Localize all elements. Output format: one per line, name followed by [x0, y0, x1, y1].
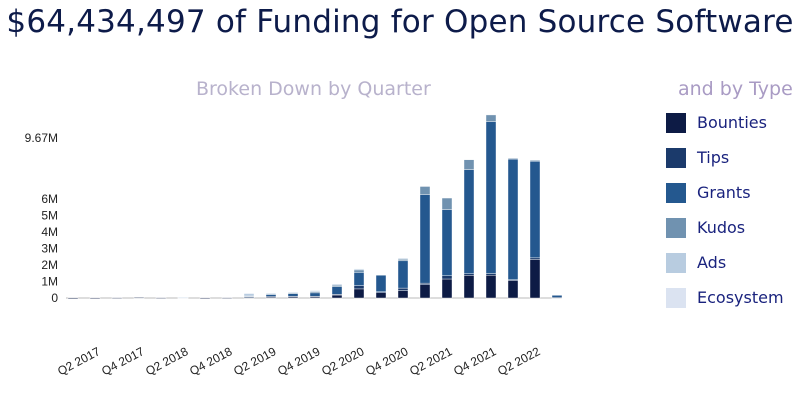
chart-subtitle: Broken Down by Quarter — [196, 78, 431, 100]
bar-segment-bounties-q2-2021 — [441, 278, 453, 299]
bar-segment-bounties-q1-2021 — [419, 284, 431, 299]
x-tick-label-q4-2017: Q4 2017 — [99, 344, 147, 378]
x-tick-label-q2-2021: Q2 2021 — [407, 344, 455, 378]
bar-segment-kudos-q1-2022 — [507, 158, 519, 160]
y-tick-label-9-67m: 9.67M — [25, 131, 58, 145]
legend-label-ads: Ads — [697, 253, 727, 272]
x-tick-label-q2-2018: Q2 2018 — [143, 344, 191, 378]
y-tick-label-2m: 2M — [41, 258, 58, 272]
bar-segment-bounties-q1-2017 — [67, 297, 79, 299]
x-tick-label-q4-2019: Q4 2019 — [275, 344, 323, 378]
y-tick-label-4m: 4M — [41, 225, 58, 239]
bar-segment-tips-q2-2022 — [529, 257, 541, 260]
bar-segment-grants-q3-2021 — [463, 169, 475, 274]
legend-swatch-grants — [666, 183, 686, 203]
y-axis-ticks: 0 1M 2M 3M 4M 5M 6M 9.67M — [25, 131, 59, 305]
bar-segment-grants-q3-2019 — [287, 293, 299, 297]
bar-segment-ads-q3-2019 — [287, 291, 299, 294]
bar-segment-bounties-q2-2022 — [529, 259, 541, 299]
bar-segment-tips-q2-2020 — [353, 285, 365, 290]
legend-swatch-tips — [666, 148, 686, 168]
bar-segment-bounties-q2-2020 — [353, 288, 365, 299]
bar-segment-grants-q2-2022 — [529, 160, 541, 259]
y-tick-label-5m: 5M — [41, 208, 58, 222]
bar-segment-bounties-q1-2018 — [155, 297, 167, 299]
bar-segment-tips-q1-2021 — [419, 282, 431, 285]
bar-segment-grants-q1-2021 — [419, 194, 431, 284]
y-tick-label-1m: 1M — [41, 274, 58, 288]
bar-segment-bounties-q2-2017 — [89, 297, 101, 299]
bar-segment-kudos-q2-2020 — [353, 269, 365, 273]
legend-label-ecosystem: Ecosystem — [697, 288, 784, 307]
bars-group — [67, 114, 563, 299]
chart-title: $64,434,497 of Funding for Open Source S… — [6, 4, 794, 40]
bar-segment-ads-q4-2020 — [397, 258, 409, 260]
x-tick-label-q2-2017: Q2 2017 — [55, 344, 103, 378]
bar-segment-bounties-q3-2021 — [463, 275, 475, 299]
legend-swatch-bounties — [666, 113, 686, 133]
x-tick-label-q4-2021: Q4 2021 — [451, 344, 499, 378]
bar-segment-ads-q2-2020 — [353, 268, 365, 271]
bar-segment-bounties-q3-2018 — [199, 297, 211, 299]
bar-segment-ads-q2-2018 — [177, 297, 189, 299]
bar-segment-ads-q4-2019 — [309, 290, 321, 292]
bar-segment-tips-q4-2021 — [485, 273, 497, 276]
bar-segment-kudos-q3-2021 — [463, 159, 475, 170]
bar-segment-grants-q4-2019 — [309, 292, 321, 297]
bar-segment-kudos-q1-2020 — [331, 284, 343, 287]
bar-segment-grants-q2-2021 — [441, 209, 453, 276]
x-tick-label-q2-2022: Q2 2022 — [495, 344, 543, 378]
bar-segment-grants-q1-2020 — [331, 286, 343, 295]
bar-segment-tips-q2-2021 — [441, 275, 453, 280]
bar-segment-kudos-q2-2021 — [441, 197, 453, 210]
legend-title: and by Type — [678, 78, 793, 100]
bar-segment-grants-q1-2022 — [507, 158, 519, 280]
bar-segment-kudos-q2-2022 — [529, 160, 541, 162]
bar-segment-bounties-q3-2020 — [375, 292, 387, 299]
bar-segment-kudos-q4-2020 — [397, 258, 409, 262]
bar-segment-tips-q3-2021 — [463, 273, 475, 276]
bar-segment-grants-q3-2020 — [375, 275, 387, 292]
bar-segment-bounties-q1-2022 — [507, 280, 519, 299]
y-tick-label-6m: 6M — [41, 192, 58, 206]
legend-swatch-kudos — [666, 218, 686, 238]
bar-segment-bounties-q4-2021 — [485, 275, 497, 299]
x-tick-label-q4-2018: Q4 2018 — [187, 344, 235, 378]
bar-segment-ads-q1-2019 — [243, 293, 255, 297]
bar-segment-tips-q4-2020 — [397, 287, 409, 291]
bar-segment-kudos-q1-2021 — [419, 186, 431, 195]
y-tick-label-3m: 3M — [41, 241, 58, 255]
bar-segment-bounties-q4-2018 — [221, 297, 233, 299]
x-tick-label-q4-2020: Q4 2020 — [363, 344, 411, 378]
bar-segment-bounties-q4-2017 — [133, 297, 145, 299]
bar-segment-bounties-q1-2020 — [331, 294, 343, 299]
bar-segment-ads-q2-2019 — [265, 292, 277, 295]
bar-segment-grants-q2-2020 — [353, 272, 365, 286]
legend-label-grants: Grants — [697, 183, 751, 202]
legend-swatch-ads — [666, 253, 686, 273]
x-tick-label-q2-2019: Q2 2019 — [231, 344, 279, 378]
bar-segment-grants-q2-2019 — [265, 294, 277, 297]
x-tick-label-q2-2020: Q2 2020 — [319, 344, 367, 378]
legend-label-bounties: Bounties — [697, 113, 767, 132]
legend-swatch-ecosystem — [666, 288, 686, 308]
y-tick-label-0: 0 — [51, 291, 58, 305]
bar-segment-bounties-q4-2020 — [397, 290, 409, 299]
bar-segment-kudos-q4-2021 — [485, 114, 497, 122]
legend-label-kudos: Kudos — [697, 218, 746, 237]
bar-segment-grants-q4-2020 — [397, 260, 409, 289]
bar-segment-grants-q4-2021 — [485, 121, 497, 274]
legend-label-tips: Tips — [697, 148, 730, 167]
bar-segment-grants-q3-2022 — [551, 295, 563, 298]
bar-segment-bounties-q3-2017 — [111, 297, 123, 299]
bar-segment-ads-q1-2020 — [331, 283, 343, 286]
